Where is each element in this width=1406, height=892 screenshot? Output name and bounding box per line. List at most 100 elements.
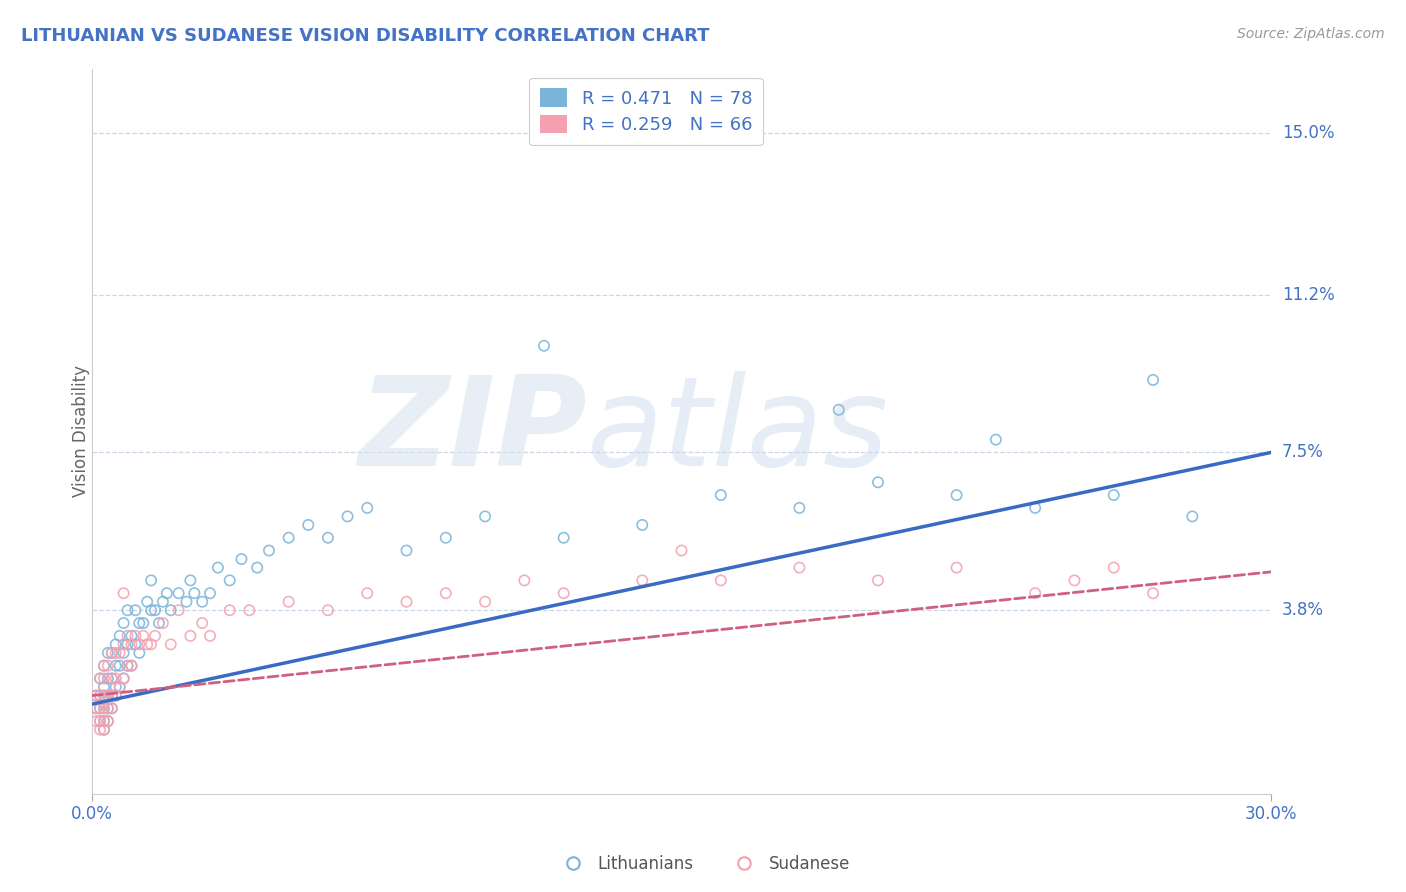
Point: [945, 560, 967, 574]
Point: [93, 658, 115, 673]
Point: [434, 531, 457, 545]
Point: [97, 689, 120, 703]
Y-axis label: Vision Disability: Vision Disability: [72, 365, 90, 497]
Point: [316, 531, 339, 545]
Point: [198, 586, 221, 600]
Point: [112, 615, 135, 630]
Point: [101, 646, 124, 660]
Point: [93, 689, 115, 703]
Point: [97, 701, 120, 715]
Point: [93, 658, 115, 673]
Point: [101, 689, 124, 703]
Point: [117, 637, 139, 651]
Point: [159, 603, 181, 617]
Point: [97, 658, 120, 673]
Point: [97, 701, 120, 715]
Point: [866, 574, 889, 588]
Point: [93, 714, 115, 728]
Point: [84, 689, 107, 703]
Point: [97, 646, 120, 660]
Point: [128, 646, 150, 660]
Point: [631, 574, 654, 588]
Point: [84, 701, 107, 715]
Point: [97, 714, 120, 728]
Point: [148, 615, 170, 630]
Point: [97, 689, 120, 703]
Text: atlas: atlas: [588, 370, 890, 491]
Point: [89, 672, 111, 686]
Point: [104, 637, 127, 651]
Point: [121, 637, 143, 651]
Point: [121, 629, 143, 643]
Point: [336, 509, 359, 524]
Point: [89, 689, 111, 703]
Point: [1142, 586, 1164, 600]
Point: [93, 672, 115, 686]
Point: [89, 701, 111, 715]
Point: [104, 672, 127, 686]
Point: [101, 672, 124, 686]
Point: [1102, 488, 1125, 502]
Point: [984, 433, 1007, 447]
Point: [101, 701, 124, 715]
Point: [112, 672, 135, 686]
Point: [246, 560, 269, 574]
Point: [167, 586, 190, 600]
Point: [218, 603, 240, 617]
Point: [108, 658, 131, 673]
Point: [533, 339, 555, 353]
Point: [104, 658, 127, 673]
Point: [553, 531, 575, 545]
Point: [671, 543, 693, 558]
Point: [1142, 373, 1164, 387]
Point: [84, 714, 107, 728]
Point: [108, 680, 131, 694]
Point: [395, 543, 418, 558]
Point: [631, 517, 654, 532]
Point: [434, 586, 457, 600]
Point: [1024, 586, 1046, 600]
Point: [139, 603, 162, 617]
Text: 15.0%: 15.0%: [1282, 123, 1334, 142]
Point: [139, 637, 162, 651]
Legend: R = 0.471   N = 78, R = 0.259   N = 66: R = 0.471 N = 78, R = 0.259 N = 66: [529, 78, 763, 145]
Point: [1102, 560, 1125, 574]
Point: [124, 603, 146, 617]
Point: [132, 615, 155, 630]
Point: [89, 689, 111, 703]
Point: [104, 689, 127, 703]
Point: [117, 658, 139, 673]
Text: Source: ZipAtlas.com: Source: ZipAtlas.com: [1237, 27, 1385, 41]
Point: [156, 586, 179, 600]
Point: [1181, 509, 1204, 524]
Point: [191, 595, 214, 609]
Point: [710, 488, 733, 502]
Point: [101, 672, 124, 686]
Point: [179, 629, 201, 643]
Point: [101, 689, 124, 703]
Point: [124, 637, 146, 651]
Point: [277, 531, 299, 545]
Point: [89, 723, 111, 737]
Point: [97, 672, 120, 686]
Point: [112, 586, 135, 600]
Point: [191, 615, 214, 630]
Point: [474, 509, 496, 524]
Point: [297, 517, 319, 532]
Point: [101, 646, 124, 660]
Text: 7.5%: 7.5%: [1282, 443, 1324, 461]
Point: [108, 680, 131, 694]
Point: [316, 603, 339, 617]
Point: [104, 680, 127, 694]
Point: [136, 637, 159, 651]
Point: [277, 595, 299, 609]
Point: [112, 672, 135, 686]
Point: [356, 586, 378, 600]
Point: [117, 629, 139, 643]
Point: [395, 595, 418, 609]
Point: [710, 574, 733, 588]
Point: [139, 574, 162, 588]
Point: [257, 543, 280, 558]
Point: [104, 646, 127, 660]
Point: [176, 595, 198, 609]
